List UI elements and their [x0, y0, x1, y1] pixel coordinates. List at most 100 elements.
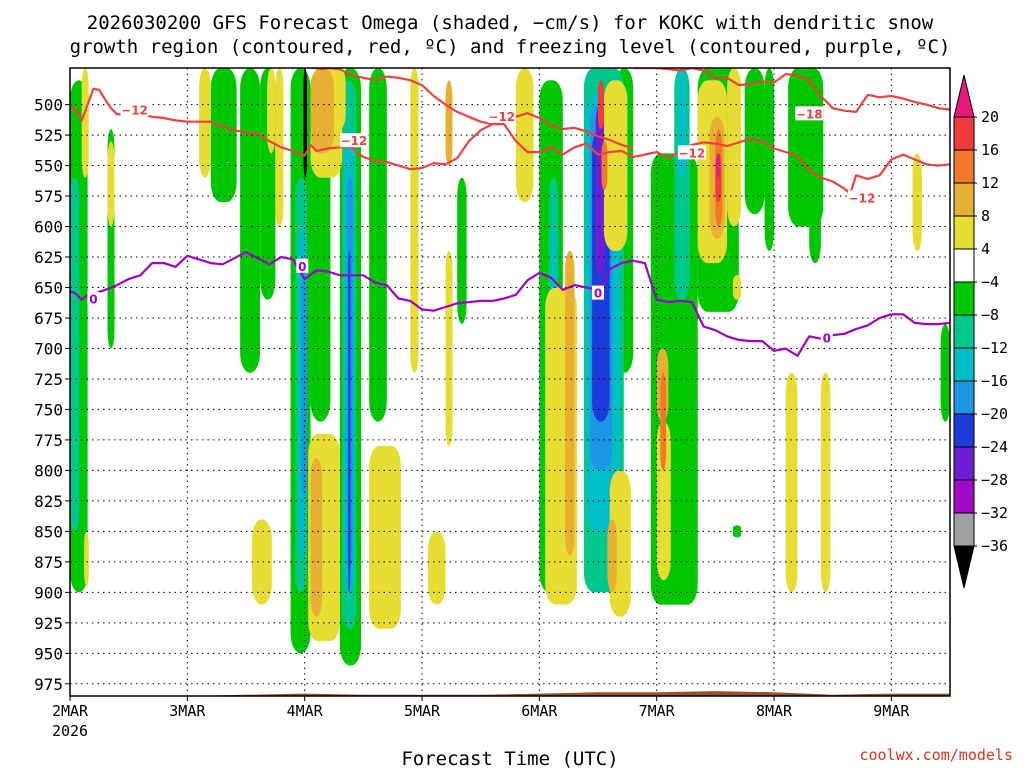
colorbar-bin--24-to--20 — [953, 413, 975, 448]
terrain — [187, 691, 950, 696]
contour-label: 0 — [594, 287, 602, 301]
omega-region-60 — [785, 372, 798, 593]
x-axis-label: Forecast Time (UTC) — [401, 748, 618, 768]
omega-region-19 — [940, 324, 950, 422]
contour-label-bg — [820, 330, 833, 345]
y-axis: 500 525 550 575 600 625 650 675 700 725 750 775 800 8… — [34, 96, 70, 694]
colorbar-label: 4 — [981, 240, 990, 258]
x-tick-label: 4MAR — [287, 702, 324, 720]
contour-label: 0 — [823, 332, 831, 346]
x-tick-label: 5MAR — [404, 702, 441, 720]
omega-region-43 — [267, 68, 276, 154]
contour-label-bg — [120, 102, 149, 117]
omega-region-64 — [310, 458, 323, 617]
y-tick-label: 925 — [34, 614, 63, 633]
omega-region-8 — [369, 68, 387, 422]
omega-region-75 — [598, 80, 604, 129]
y-tick-label: 650 — [34, 278, 63, 297]
colorbar-label: −8 — [981, 306, 999, 324]
omega-region-65 — [310, 68, 334, 154]
y-tick-label: 825 — [34, 492, 63, 511]
contour-label: 0 — [89, 293, 97, 307]
omega-region-39 — [81, 68, 89, 178]
omega-shading — [70, 68, 950, 666]
chart-title-line2: growth region (contoured, red, ºC) and f… — [70, 36, 951, 58]
omega-region-16 — [764, 68, 774, 251]
omega-region-76 — [716, 153, 720, 178]
y-tick-label: 575 — [34, 187, 63, 206]
colorbar-label: 16 — [981, 141, 999, 159]
omega-region-15 — [744, 68, 765, 215]
omega-region-3 — [240, 68, 260, 373]
y-tick-label: 950 — [34, 644, 63, 663]
colorbar-label: 8 — [981, 207, 990, 225]
y-tick-label: 800 — [34, 461, 63, 480]
colorbar-bin--12-to--8 — [953, 314, 975, 349]
omega-region-61 — [820, 372, 831, 593]
colorbar-bin--32-to--28 — [953, 479, 975, 514]
y-tick-label: 850 — [34, 522, 63, 541]
omega-region-66 — [445, 80, 453, 166]
omega-region-40 — [84, 531, 89, 587]
contour-label: −12 — [121, 104, 148, 118]
contour-label-bg — [592, 285, 604, 300]
contour-label-bg — [339, 133, 368, 148]
y-tick-label: 775 — [34, 431, 63, 450]
contour-line-3 — [70, 251, 950, 357]
y-tick-label: 675 — [34, 309, 63, 328]
contour-label: −12 — [678, 146, 705, 160]
omega-region-20 — [732, 525, 742, 538]
omega-region-51 — [427, 531, 446, 605]
omega-region-59 — [732, 275, 742, 300]
colorbar-bin--36-to--32 — [953, 512, 975, 547]
x-axis: 2MAR 2026 3MAR 4MAR 5MAR 6MAR 7MAR 8MAR 9MAR — [52, 696, 910, 740]
y-tick-label: 550 — [34, 157, 63, 176]
plot-area: −12 −12 −12 −12 −12 −18 0 0 0 0 — [70, 68, 950, 696]
colorbar-bin-12-to-16 — [953, 149, 975, 184]
y-tick-label: 600 — [34, 218, 63, 237]
omega-region-9 — [457, 177, 467, 324]
colorbar-bin-8-to-12 — [953, 182, 975, 217]
x-tick-label: 7MAR — [639, 702, 676, 720]
omega-region-31 — [677, 68, 686, 178]
omega-region-62 — [912, 153, 922, 251]
colorbar-label: −4 — [981, 273, 999, 291]
colorbar-label: 12 — [981, 174, 999, 192]
x-tick-label: 8MAR — [756, 702, 793, 720]
colorbar-label: −16 — [981, 372, 1008, 390]
colorbar-label: −32 — [981, 504, 1008, 522]
colorbar-label: −24 — [981, 438, 1008, 456]
x-tick-label: 6MAR — [521, 702, 558, 720]
contour-label-bg — [87, 291, 100, 306]
contour-label: −18 — [796, 107, 823, 121]
omega-region-49 — [369, 446, 401, 629]
y-tick-label: 975 — [34, 675, 63, 694]
y-tick-label: 900 — [34, 583, 63, 602]
y-tick-label: 875 — [34, 553, 63, 572]
credit-link[interactable]: coolwx.com/models — [859, 746, 1013, 764]
omega-region-67 — [565, 250, 575, 556]
omega-region-52 — [515, 68, 534, 203]
contour-label-bg — [296, 258, 309, 273]
contour-line-2 — [633, 68, 950, 113]
omega-region-58 — [727, 68, 742, 227]
x-tick-label: 2MAR — [52, 702, 89, 720]
colorbar-bin--4-to-4 — [953, 248, 975, 283]
colorbar-label: 20 — [981, 108, 999, 126]
omega-region-21 — [70, 177, 80, 532]
omega-region-38 — [303, 68, 307, 178]
contours: −12 −12 −12 −12 −12 −18 0 0 0 0 — [70, 68, 950, 357]
y-tick-label: 525 — [34, 126, 63, 145]
contour-label: −12 — [341, 134, 368, 148]
y-tick-label: 625 — [34, 248, 63, 267]
contour-label: −12 — [488, 110, 515, 124]
colorbar-bottom-triangle — [953, 545, 975, 589]
colorbar-label: −28 — [981, 471, 1008, 489]
colorbar-label: −36 — [981, 537, 1008, 555]
colorbar-bin--20-to--16 — [953, 380, 975, 415]
omega-region-48 — [410, 68, 419, 373]
chart-title-line1: 2026030200 GFS Forecast Omega (shaded, −… — [87, 12, 934, 34]
omega-region-68 — [607, 519, 617, 593]
omega-region-18 — [809, 177, 821, 264]
